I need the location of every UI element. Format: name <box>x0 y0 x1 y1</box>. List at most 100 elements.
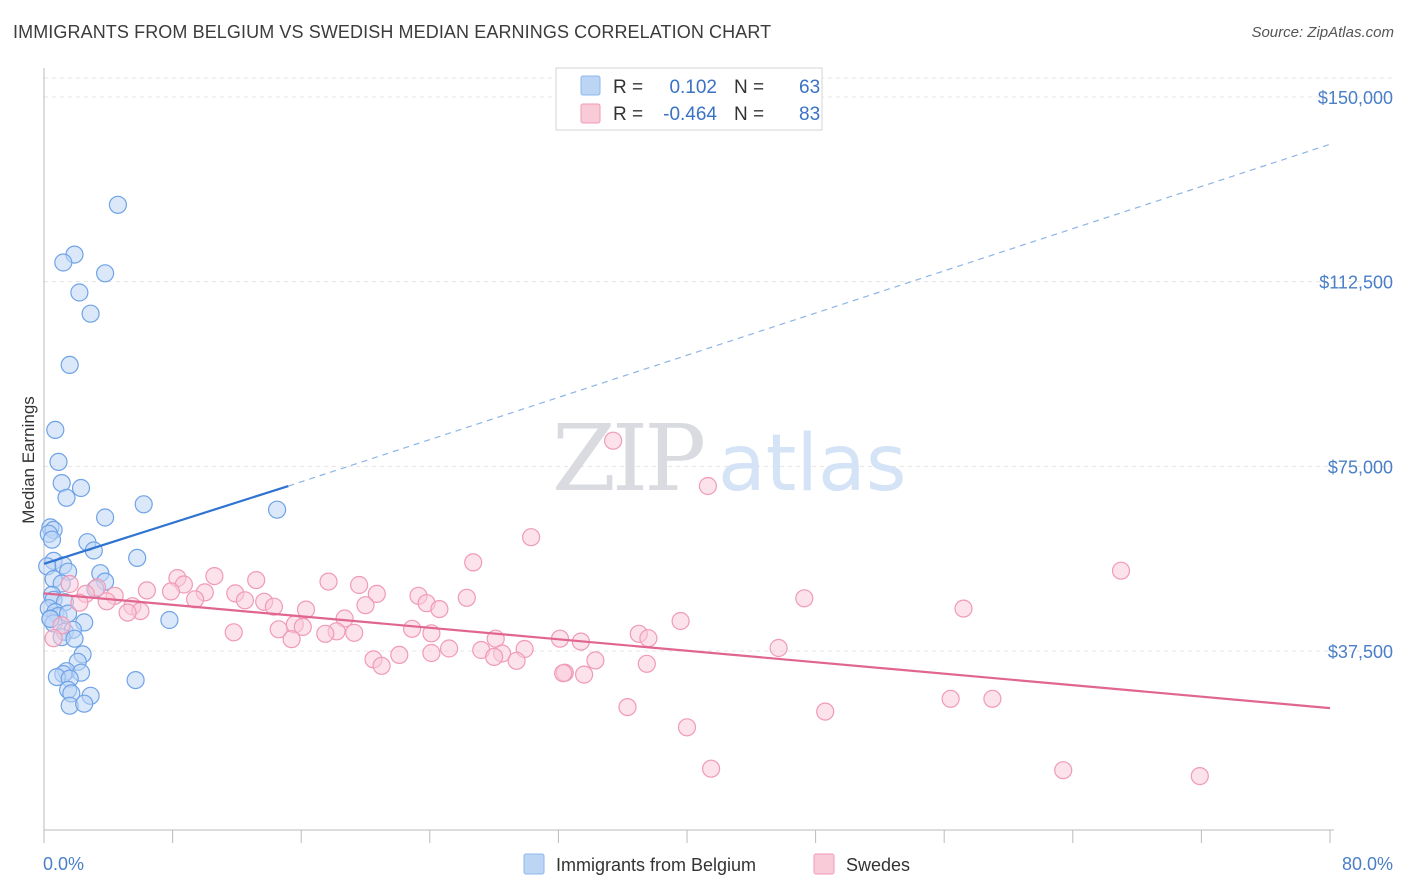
data-point <box>264 597 283 616</box>
y-tick-label: $75,000 <box>1328 457 1393 477</box>
legend-r-value-1: 0.102 <box>669 77 717 98</box>
data-point <box>677 718 697 737</box>
trend-layer <box>43 143 1331 710</box>
data-point <box>464 553 483 572</box>
trend-line-swedes <box>43 592 1331 710</box>
data-point <box>65 629 84 648</box>
data-point <box>161 582 181 601</box>
data-point <box>639 629 658 648</box>
watermark-atlas: atlas <box>718 419 907 509</box>
x-tick-label-min: 0.0% <box>43 854 84 874</box>
data-point <box>97 592 116 611</box>
data-point <box>60 574 79 594</box>
data-point <box>698 476 718 496</box>
data-point <box>350 575 369 595</box>
data-point <box>603 431 623 450</box>
source-label: Source: ZipAtlas.com <box>1251 24 1394 41</box>
series-legend: Immigrants from Belgium Swedes <box>523 853 910 875</box>
legend-n-label-1: N = <box>734 77 764 98</box>
data-point <box>403 619 422 638</box>
data-point <box>618 697 637 717</box>
legend-n-label-2: N = <box>734 104 764 125</box>
gridlines <box>44 77 1394 652</box>
data-point <box>701 759 721 778</box>
y-axis-label: Median Earnings <box>19 396 38 524</box>
data-point <box>296 600 316 619</box>
data-point <box>134 495 153 514</box>
data-point <box>1111 561 1131 580</box>
data-point <box>54 253 73 272</box>
data-point <box>49 452 68 471</box>
data-point <box>485 647 504 667</box>
data-point <box>118 603 137 622</box>
legend-r-label-1: R = <box>613 77 643 98</box>
data-point <box>816 702 835 721</box>
data-point <box>70 283 89 302</box>
legend-n-value-2: 83 <box>799 104 820 125</box>
data-point <box>268 500 287 519</box>
data-point <box>235 591 254 610</box>
data-point <box>316 624 335 643</box>
data-point <box>293 617 312 637</box>
x-ticks <box>43 830 1331 843</box>
series-belgium <box>38 195 287 715</box>
data-point <box>70 593 89 612</box>
data-point <box>769 638 788 658</box>
trend-line-belgium <box>43 484 289 565</box>
data-point <box>52 616 71 635</box>
data-point <box>75 694 94 713</box>
watermark: ZIP atlas <box>552 405 907 512</box>
data-point <box>42 530 62 549</box>
data-point <box>574 665 594 684</box>
legend-swatch-swedes <box>580 103 601 124</box>
series-swedes <box>44 431 1209 786</box>
data-point <box>126 670 145 690</box>
trend-line-belgium-extension <box>288 143 1331 487</box>
data-point <box>440 639 459 658</box>
data-point <box>367 584 386 604</box>
series-layer <box>38 195 1209 786</box>
data-point <box>319 572 338 591</box>
data-point <box>60 355 79 374</box>
data-point <box>108 195 128 214</box>
y-tick-label: $150,000 <box>1318 88 1393 108</box>
legend-swatch-belgium <box>580 75 601 96</box>
legend-r-label-2: R = <box>613 104 643 125</box>
data-point <box>46 420 65 439</box>
data-point <box>521 528 541 547</box>
x-tick-label-max: 80.0% <box>1342 854 1393 874</box>
axes <box>43 68 1334 831</box>
watermark-zip: ZIP <box>552 405 703 512</box>
y-tick-labels: $37,500 $75,000 $112,500 $150,000 <box>1318 88 1393 662</box>
data-point <box>205 566 224 586</box>
legend-r-value-2: -0.464 <box>663 104 717 125</box>
data-point <box>430 599 449 619</box>
data-point <box>95 508 115 527</box>
data-point <box>954 599 973 618</box>
data-point <box>224 623 243 642</box>
data-point <box>356 596 375 615</box>
data-point <box>1054 761 1073 780</box>
data-point <box>345 623 364 642</box>
data-point <box>269 620 288 639</box>
data-point <box>983 689 1002 708</box>
data-point <box>422 643 441 663</box>
data-point <box>586 651 605 670</box>
y-tick-label: $112,500 <box>1319 273 1393 293</box>
data-point <box>247 570 266 590</box>
data-point <box>372 656 391 675</box>
data-point <box>1190 766 1209 786</box>
chart-title: IMMIGRANTS FROM BELGIUM VS SWEDISH MEDIA… <box>13 22 772 42</box>
data-point <box>81 304 100 323</box>
data-point <box>457 588 476 607</box>
data-point <box>795 589 814 608</box>
data-point <box>637 654 656 673</box>
data-point <box>554 664 573 683</box>
stats-legend: R = 0.102 N = 63 R = -0.464 N = 83 <box>555 67 823 131</box>
data-point <box>95 264 115 283</box>
data-point <box>941 689 960 708</box>
bottom-legend-label-belgium: Immigrants from Belgium <box>556 855 756 875</box>
data-point <box>57 488 76 507</box>
bottom-legend-swatch-swedes <box>813 853 835 875</box>
